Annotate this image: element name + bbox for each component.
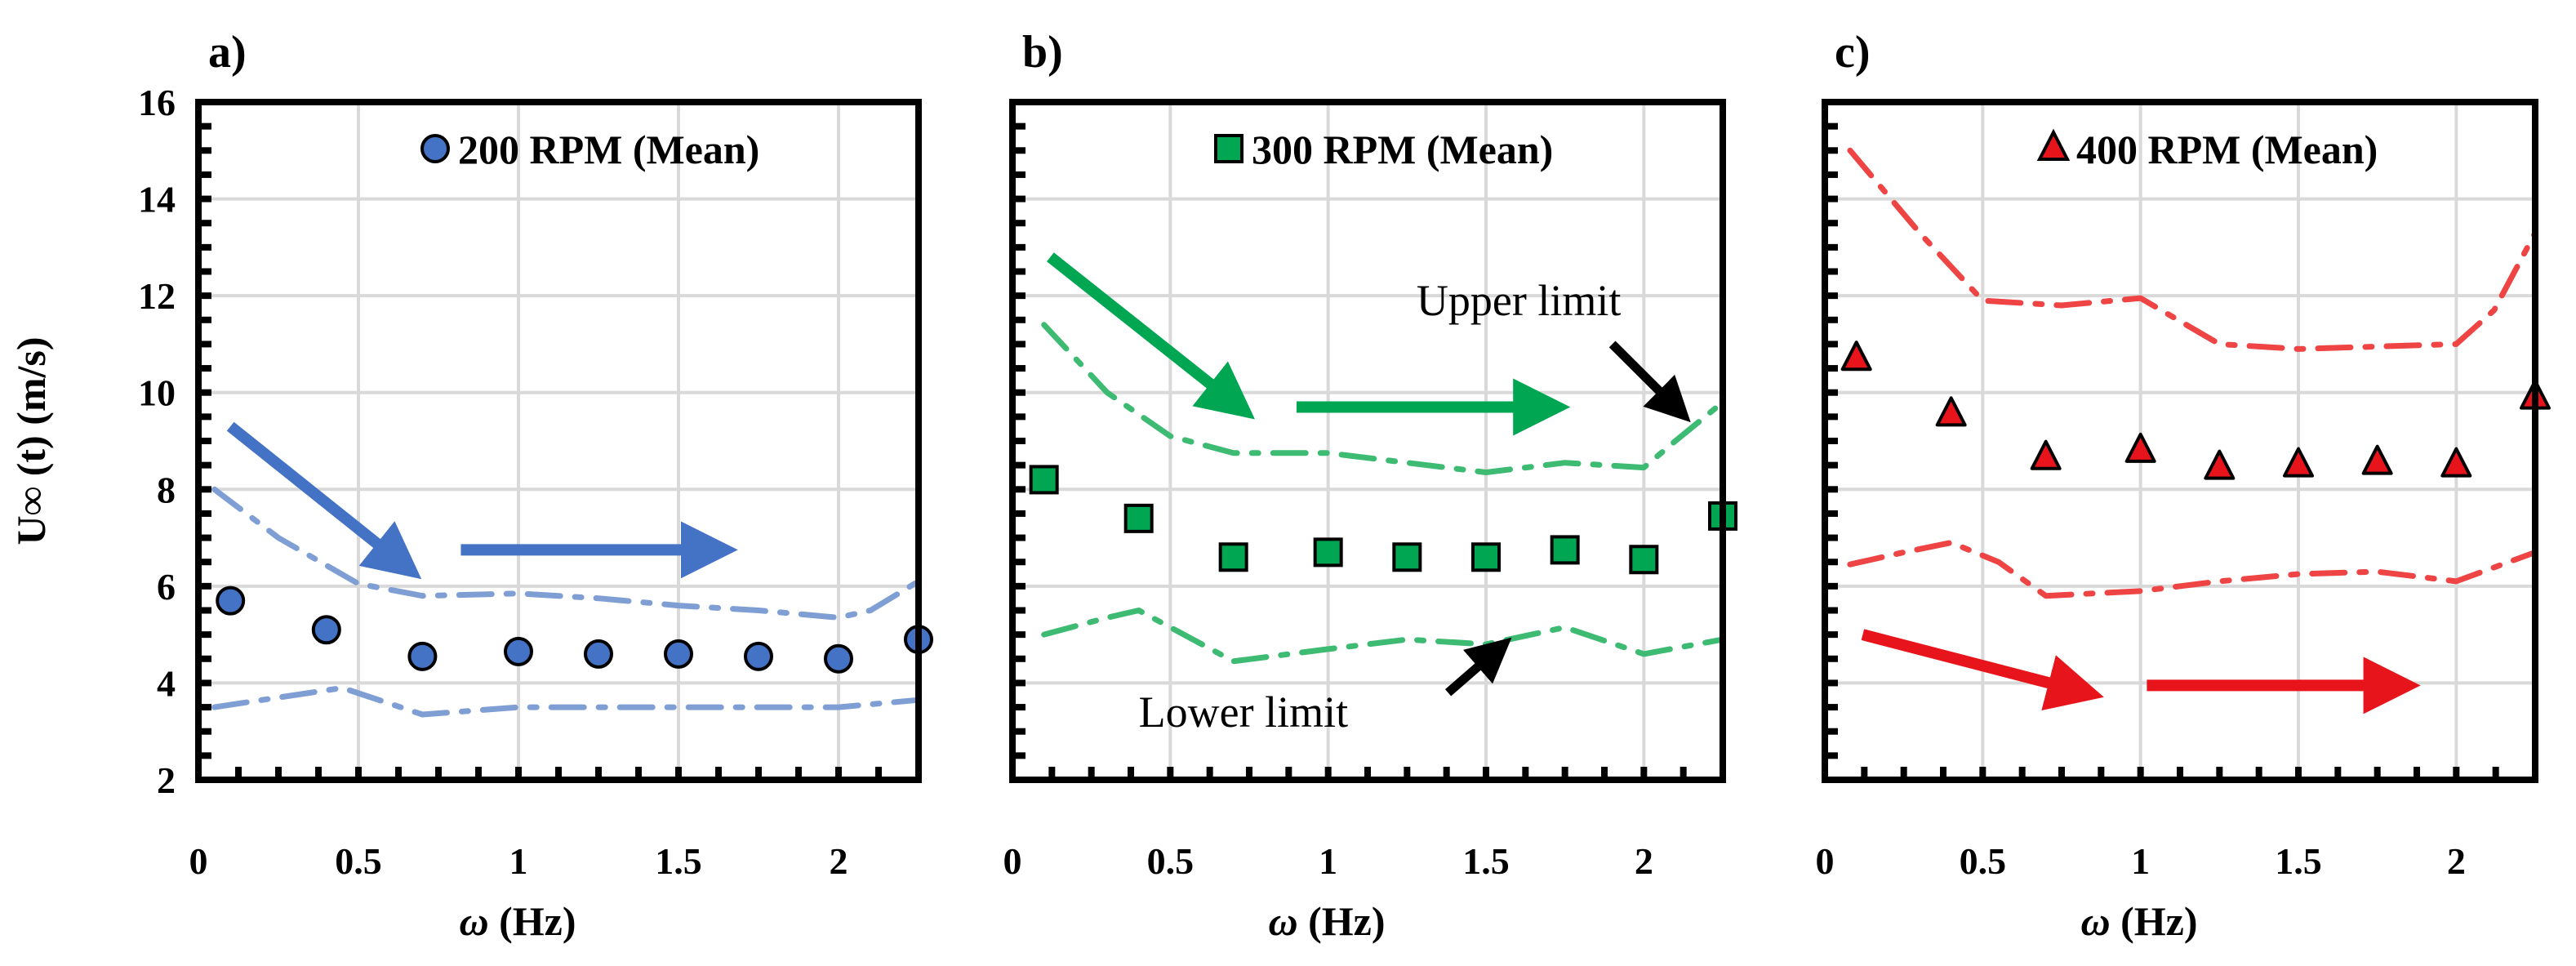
x-tick-label: 0.5 (1147, 840, 1195, 882)
trend-arrow (1861, 629, 2104, 711)
data-point (1935, 396, 1967, 427)
annotation-arrow (1444, 637, 1512, 697)
data-point (1218, 542, 1248, 572)
data-point (2440, 447, 2472, 478)
upper-limit-line (1847, 147, 2538, 352)
x-axis-label: ω (Hz) (2080, 898, 2197, 944)
x-tick-label: 1 (1319, 840, 1337, 882)
data-point (216, 585, 246, 616)
chart-panel-3: 0 0.5 1 1.5 2 ω (Hz) c) 400 RPM (Mean) (1816, 27, 2551, 944)
lower-limit-line (1847, 540, 2538, 599)
data-point (824, 643, 853, 674)
y-tick-label: 16 (138, 82, 176, 123)
y-tick-label: 6 (157, 566, 176, 608)
x-axis-label-unit: (Hz) (1298, 898, 1386, 944)
data-point (584, 639, 613, 669)
x-tick-label: 1 (2131, 840, 2150, 882)
data-point (1029, 465, 1059, 495)
legend-marker (1214, 134, 1244, 163)
data-point (2283, 447, 2314, 478)
data-point (2124, 432, 2156, 463)
data-point (407, 641, 438, 671)
panel-label: b) (1022, 27, 1063, 78)
annotation-label: Lower limit (1139, 688, 1348, 737)
annotation-arrow (1608, 341, 1691, 423)
x-tick-label: 0 (1816, 840, 1835, 882)
annotation-label: Upper limit (1417, 276, 1621, 325)
panel-label: a) (208, 27, 247, 78)
y-axis-label: U∞ (t) (m/s) (8, 336, 54, 545)
data-point (1471, 542, 1501, 572)
x-tick-label: 2 (2447, 840, 2466, 882)
x-axis-label-symbol: ω (2080, 898, 2110, 944)
x-axis-label-symbol: ω (1268, 898, 1297, 944)
data-point (1840, 341, 1872, 372)
chart-panel-1: 0 0.5 1 1.5 2 2 4 6 8 10 12 14 16 ω (Hz) U∞ (t) (m/s) a… (8, 27, 933, 944)
data-point (2030, 439, 2062, 470)
x-tick-label: 0 (189, 840, 208, 882)
x-tick-label: 1.5 (2275, 840, 2322, 882)
y-tick-label: 12 (138, 275, 176, 317)
x-tick-label: 1.5 (1462, 840, 1510, 882)
upper-limit-line (211, 486, 922, 621)
plot-frame (1009, 99, 1726, 783)
x-axis-label-symbol: ω (459, 898, 488, 944)
x-axis-label-unit: (Hz) (2111, 898, 2198, 944)
data-point (1550, 535, 1580, 565)
x-tick-label: 0.5 (335, 840, 382, 882)
y-tick-label: 4 (157, 662, 176, 704)
chart-panel-2: 0 0.5 1 1.5 2 ω (Hz) b) 300 RPM (Mean) Upper lim… (1003, 27, 1737, 944)
trend-arrow (226, 421, 422, 580)
lower-limit-line (1041, 608, 1726, 665)
plot-frame (1822, 99, 2538, 783)
y-tick-label: 8 (157, 469, 176, 510)
x-tick-label: 0.5 (1960, 840, 2007, 882)
data-point (1313, 537, 1343, 568)
data-point (1392, 542, 1422, 572)
panel-label: c) (1835, 27, 1871, 78)
x-tick-label: 1 (509, 840, 528, 882)
x-axis-label-unit: (Hz) (489, 898, 576, 944)
data-point (2361, 444, 2393, 475)
data-point (664, 639, 693, 669)
legend-marker (420, 134, 450, 163)
x-axis-label: ω (Hz) (459, 898, 576, 944)
lower-limit-line (211, 684, 922, 718)
data-point (1123, 503, 1154, 533)
legend-label: 300 RPM (Mean) (1252, 127, 1553, 172)
legend-marker (2036, 128, 2071, 161)
y-tick-label: 2 (157, 759, 176, 801)
x-tick-label: 0 (1003, 840, 1022, 882)
x-tick-label: 1.5 (655, 840, 702, 882)
data-point (744, 641, 773, 671)
plot-frame (195, 99, 922, 783)
trend-arrow (1047, 252, 1255, 420)
y-tick-label: 14 (138, 179, 176, 220)
upper-limit-line (1041, 322, 1726, 475)
x-axis-label: ω (Hz) (1268, 898, 1385, 944)
y-tick-label: 10 (138, 372, 176, 414)
x-tick-label: 2 (1635, 840, 1653, 882)
legend-label: 400 RPM (Mean) (2076, 127, 2378, 172)
legend-label: 200 RPM (Mean) (458, 127, 759, 172)
x-tick-label: 2 (830, 840, 848, 882)
data-point (2204, 449, 2236, 480)
data-point (311, 615, 341, 645)
data-point (1629, 545, 1659, 575)
data-point (504, 636, 533, 666)
